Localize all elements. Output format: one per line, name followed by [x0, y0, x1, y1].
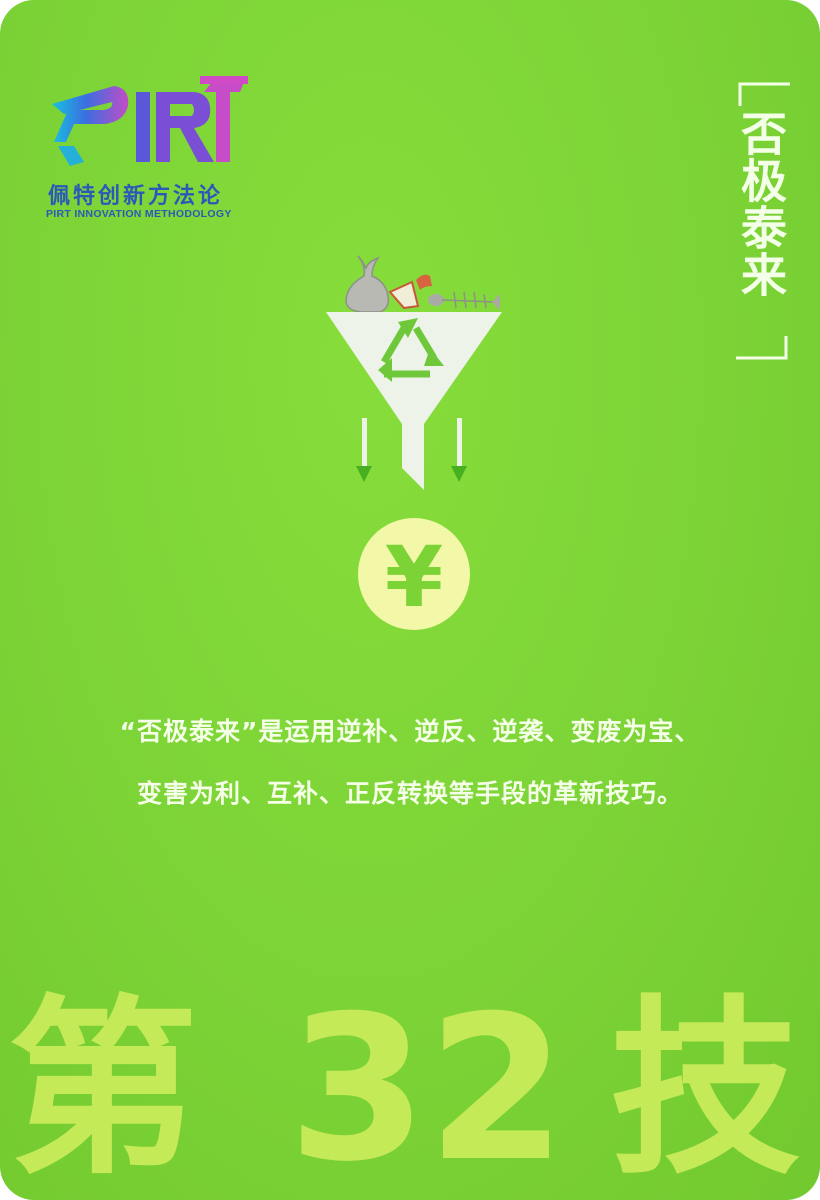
technique-number-value: 32: [288, 973, 567, 1200]
technique-number: 第 32 技: [0, 990, 820, 1190]
logo-subtitle: PIRT INNOVATION METHODOLOGY: [46, 208, 232, 220]
card-title-block: 否极泰来: [722, 66, 798, 366]
fish-bone-icon: [428, 291, 500, 310]
coin-icon: [358, 518, 470, 630]
description-line-2: 变害为利、互补、正反转换等手段的革新技巧。: [136, 779, 683, 808]
funnel-illustration: ¥: [326, 255, 502, 630]
card-title: 否极泰来: [734, 110, 788, 298]
description-line-1: “否极泰来”是运用逆补、逆反、逆袭、变废为宝、: [119, 717, 701, 746]
down-arrow-icon: [451, 418, 467, 482]
technique-suffix: 技: [610, 979, 801, 1200]
down-arrow-icon: [356, 418, 372, 482]
logo-name: 佩特创新方法论: [48, 184, 224, 209]
bottle-icon: [388, 274, 432, 310]
pirt-logo-icon: [52, 76, 248, 166]
yen-symbol: ¥: [385, 528, 443, 626]
technique-prefix: 第: [8, 979, 199, 1200]
corner-bracket-icon: [736, 82, 790, 360]
trash-bag-icon: [345, 255, 390, 313]
